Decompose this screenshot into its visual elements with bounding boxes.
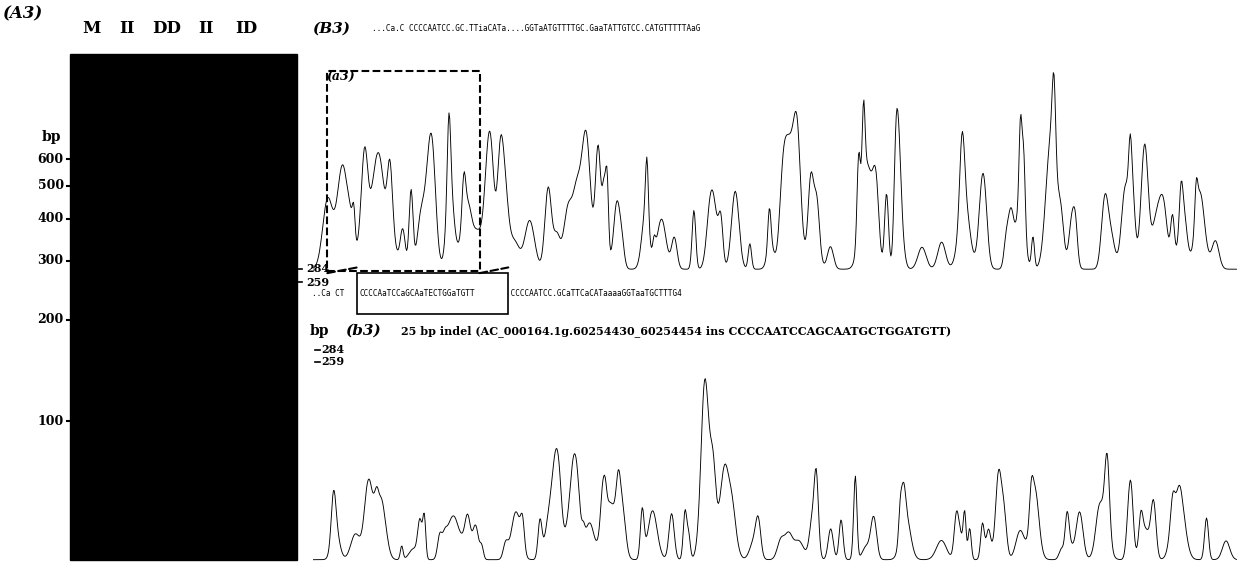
Text: ..Ca CT: ..Ca CT [312,288,349,298]
Text: CCCCAaTCCaGCAaTECTGGaTGTT: CCCCAaTCCaGCAaTECTGGaTGTT [359,288,475,298]
Text: 300: 300 [37,254,63,267]
Text: bp: bp [42,130,62,143]
Text: ID: ID [234,20,256,37]
Text: 600: 600 [37,153,63,166]
Bar [327,71,479,271]
Text: 259: 259 [306,277,330,287]
Text: II: II [198,20,214,37]
Bar [69,54,297,560]
Text: bp: bp [310,324,330,338]
Text: 284: 284 [306,263,330,274]
Text: (a3): (a3) [326,71,354,83]
Text: (B3): (B3) [312,22,349,35]
Text: 500: 500 [37,179,63,192]
Text: 100: 100 [37,415,63,427]
Text: 400: 400 [37,212,63,225]
Text: DD: DD [152,20,181,37]
Text: 200: 200 [37,314,63,326]
Text: (A3): (A3) [2,6,43,23]
Text: (b3): (b3) [344,324,380,338]
Bar [357,273,508,314]
Text: II: II [120,20,135,37]
Text: M: M [82,20,100,37]
Text: 25 bp indel (AC_000164.1g.60254430_60254454 ins CCCCAATCCAGCAATGCTGGATGTT): 25 bp indel (AC_000164.1g.60254430_60254… [401,325,952,337]
Text: ...Ca.C CCCCAATCC.GC.TTiaCATa....GGTaATGTTTTGC.GaaTATTGTCC.CATGTTTTTAaG: ...Ca.C CCCCAATCC.GC.TTiaCATa....GGTaATG… [372,24,701,33]
Text: 259: 259 [321,356,344,367]
Text: 284: 284 [321,344,344,355]
Text: CCCCAATCC.GCaTTCaCATaaaaGGTaaTGCTTTG4: CCCCAATCC.GCaTTCaCATaaaaGGTaaTGCTTTG4 [507,288,683,298]
